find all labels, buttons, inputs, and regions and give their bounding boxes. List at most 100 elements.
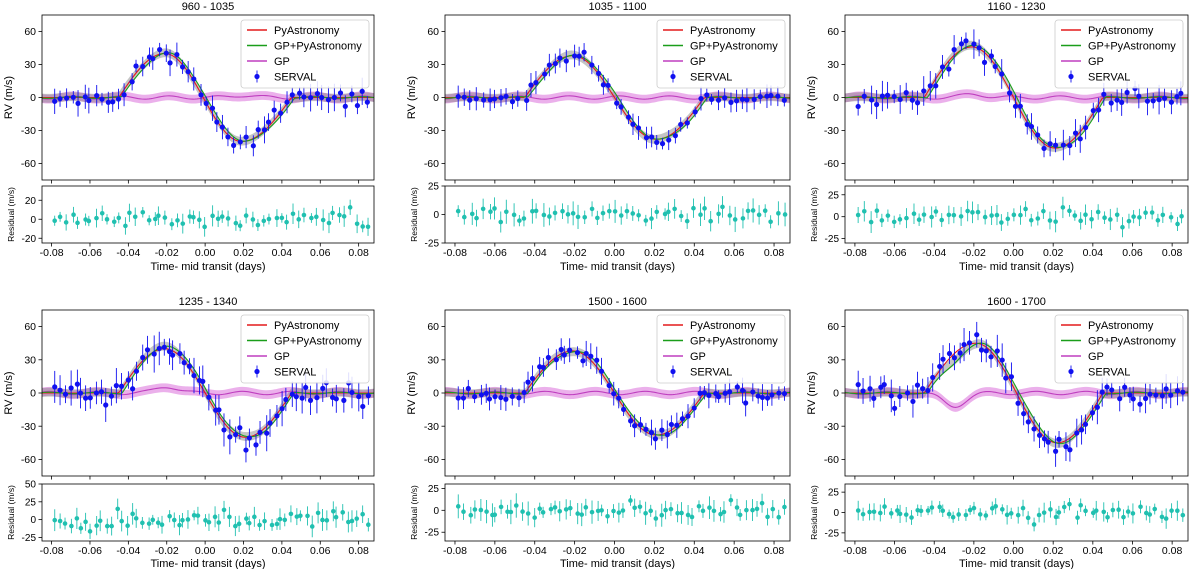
- residual-point: [1121, 509, 1126, 525]
- serval-marker: [349, 91, 355, 97]
- serval-marker: [674, 422, 680, 428]
- legend-label: PyAstronomy: [690, 25, 756, 37]
- residual-point: [521, 210, 527, 227]
- serval-marker: [465, 385, 471, 392]
- y-axis-label: RV (m/s): [406, 371, 418, 414]
- serval-marker: [572, 53, 578, 59]
- serval-marker: [279, 406, 285, 412]
- serval-marker: [937, 363, 943, 370]
- serval-marker: [1060, 142, 1066, 148]
- serval-marker: [167, 60, 173, 66]
- serval-point: [914, 371, 921, 399]
- y-tick-label: -60: [21, 454, 36, 466]
- residual-marker: [169, 221, 175, 227]
- serval-marker: [606, 382, 612, 389]
- serval-marker: [1052, 142, 1059, 148]
- residual-marker: [185, 517, 191, 522]
- residual-point: [347, 199, 353, 215]
- serval-point: [163, 44, 169, 62]
- residual-point: [1152, 503, 1158, 515]
- serval-point: [52, 370, 58, 403]
- residual-point: [885, 209, 891, 222]
- residual-marker: [624, 208, 630, 214]
- residual-point: [508, 499, 514, 525]
- residual-point: [1023, 201, 1028, 217]
- serval-marker: [618, 104, 624, 110]
- residual-point: [989, 206, 994, 226]
- serval-marker: [692, 109, 698, 115]
- serval-point: [588, 343, 594, 370]
- serval-point: [978, 337, 985, 363]
- serval-marker: [715, 97, 722, 103]
- residual-point: [294, 508, 300, 526]
- residual-marker: [929, 214, 934, 220]
- residual-marker: [159, 522, 165, 528]
- residual-marker: [967, 507, 973, 513]
- serval-point: [1015, 390, 1021, 416]
- x-tick-label: -0.06: [883, 545, 907, 557]
- panel-title: 960 - 1035: [182, 1, 235, 13]
- serval-marker: [595, 70, 602, 76]
- residual-point: [989, 501, 995, 516]
- residual-point: [354, 510, 360, 527]
- serval-marker: [94, 93, 100, 99]
- residual-point: [909, 510, 914, 525]
- residual-marker: [262, 518, 267, 524]
- y-tick-label: 0: [30, 92, 36, 104]
- residual-point: [589, 500, 595, 524]
- serval-marker: [467, 97, 473, 103]
- residual-area: [855, 196, 1184, 238]
- residual-point: [1060, 196, 1066, 219]
- serval-point: [937, 352, 943, 380]
- y-tick-label: -30: [824, 125, 839, 137]
- residual-marker: [720, 204, 725, 210]
- x-tick-label: -0.08: [40, 545, 64, 557]
- serval-point: [62, 385, 69, 404]
- legend-label: PyAstronomy: [274, 25, 340, 37]
- residual-marker: [133, 516, 139, 521]
- serval-marker: [652, 436, 658, 442]
- residual-marker: [1102, 215, 1107, 221]
- residual-point: [707, 496, 712, 520]
- serval-marker: [516, 395, 522, 401]
- residual-marker: [1083, 508, 1088, 514]
- residual-point: [643, 214, 649, 227]
- serval-point: [472, 390, 478, 404]
- serval-marker: [203, 100, 209, 106]
- residual-point: [162, 210, 168, 225]
- serval-point: [1077, 124, 1083, 153]
- serval-point: [874, 89, 880, 120]
- serval-marker: [198, 92, 204, 98]
- serval-point: [897, 85, 903, 114]
- serval-marker: [728, 99, 734, 105]
- residual-point: [340, 504, 346, 521]
- residual-marker: [94, 523, 99, 528]
- x-tick-label: -0.04: [523, 247, 547, 259]
- serval-point: [181, 350, 187, 375]
- serval-point: [781, 386, 788, 401]
- residual-point: [575, 503, 580, 525]
- residual-marker: [146, 217, 152, 223]
- residual-point: [298, 510, 303, 522]
- serval-point: [728, 92, 734, 113]
- x-tick-label: 0.04: [684, 545, 705, 557]
- residual-marker: [469, 211, 475, 217]
- residual-point: [469, 202, 475, 225]
- residual-marker: [1116, 507, 1121, 513]
- residual-point: [233, 516, 238, 537]
- residual-marker: [599, 508, 604, 513]
- serval-marker: [914, 382, 921, 388]
- residual-point: [737, 509, 743, 521]
- serval-point: [1117, 386, 1123, 412]
- serval-point: [1153, 387, 1159, 403]
- residual-marker: [277, 516, 283, 522]
- residual-marker: [977, 512, 983, 517]
- residual-point: [754, 501, 760, 517]
- serval-point: [637, 417, 644, 433]
- serval-point: [600, 74, 606, 95]
- serval-marker: [1074, 430, 1080, 436]
- residual-point: [1180, 508, 1186, 522]
- serval-marker: [209, 105, 216, 111]
- residual-point: [1175, 216, 1180, 231]
- x-axis-label: Time- mid transit (days): [150, 558, 265, 569]
